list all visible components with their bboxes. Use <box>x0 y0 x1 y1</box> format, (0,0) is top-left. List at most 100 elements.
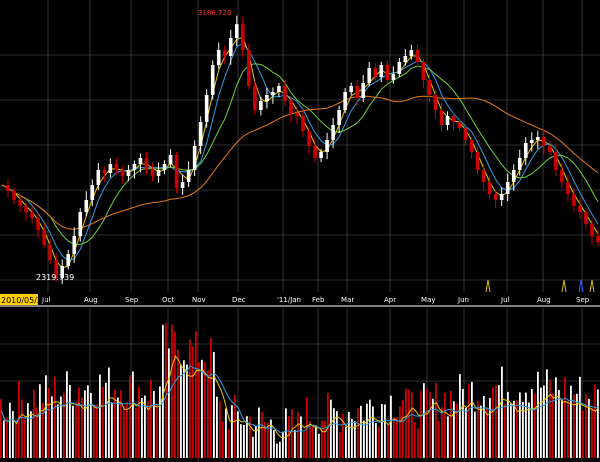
candle-body <box>331 125 335 140</box>
candle-body <box>253 86 257 110</box>
signal-marker <box>485 279 491 293</box>
x-tick-label: Feb <box>312 296 325 304</box>
volume-bar <box>540 387 542 458</box>
candle-body <box>542 137 546 146</box>
volume-bar <box>573 394 575 458</box>
candle-body <box>529 140 534 143</box>
signal-marker <box>561 279 567 293</box>
candle-body <box>60 266 65 278</box>
candle-body <box>192 146 197 170</box>
candle-body <box>463 128 468 140</box>
candle-body <box>349 86 353 92</box>
candle-body <box>6 185 10 191</box>
volume-bar <box>3 420 5 458</box>
volume-bar <box>135 408 137 458</box>
volume-bar <box>483 396 485 458</box>
volume-bar <box>162 324 164 458</box>
volume-bar <box>252 436 254 458</box>
volume-bar <box>354 421 356 458</box>
candle-body <box>325 140 329 152</box>
volume-bar <box>591 408 593 458</box>
volume-bar <box>21 399 23 458</box>
volume-bar <box>315 425 317 458</box>
volume-bar <box>486 407 488 458</box>
volume-bars <box>0 322 599 458</box>
volume-bar <box>549 379 551 458</box>
candle-body <box>475 152 480 170</box>
volume-bar <box>411 392 413 458</box>
candle-body <box>96 170 101 185</box>
volume-bar <box>24 419 26 458</box>
volume-bar <box>552 393 554 458</box>
candle-body <box>156 170 161 176</box>
candle-body <box>566 182 570 194</box>
candle-body <box>228 38 233 56</box>
candle-body <box>367 68 372 83</box>
volume-bar <box>63 392 65 458</box>
volume-bar <box>384 404 386 458</box>
volume-bar <box>372 406 374 458</box>
candle-body <box>247 50 251 86</box>
volume-bar <box>108 367 110 458</box>
volume-bar <box>258 407 260 458</box>
start-date-label: 2010/05/21 <box>1 296 47 305</box>
candle-body <box>90 185 95 200</box>
volume-bar <box>147 401 149 458</box>
candle-body <box>554 152 558 170</box>
high-price-label: 3186.720 <box>198 9 231 17</box>
volume-bar <box>501 366 503 458</box>
volume-bar <box>36 407 38 458</box>
volume-bar <box>342 413 344 458</box>
volume-bar <box>324 420 326 458</box>
candle-body <box>535 137 540 140</box>
volume-bar <box>198 362 200 458</box>
x-axis-tick-labels: Jul Aug Sep Oct Nov Dec '11/Jan Feb Mar Apr May Jun… <box>41 296 590 304</box>
volume-bar <box>435 382 437 458</box>
volume-bar <box>318 433 320 458</box>
volume-bar <box>171 324 173 458</box>
volume-bar <box>219 401 221 458</box>
volume-bar <box>423 383 425 458</box>
volume-bar <box>507 391 509 458</box>
candle-body <box>409 50 414 56</box>
volume-average-line <box>1 354 599 439</box>
volume-bar <box>237 411 239 458</box>
volume-bar <box>168 348 170 458</box>
volume-bar <box>510 403 512 458</box>
candle-body <box>150 170 155 176</box>
x-tick-label: '11/Jan <box>277 296 301 304</box>
candle-body <box>548 146 552 152</box>
candle-body <box>343 92 347 110</box>
candle-body <box>144 158 149 170</box>
volume-bar <box>249 416 251 458</box>
volume-bar <box>429 391 431 458</box>
candle-body <box>445 116 450 125</box>
volume-bar <box>201 359 203 458</box>
candle-body <box>234 24 239 38</box>
volume-bar <box>138 386 140 458</box>
candle-body <box>126 170 131 176</box>
volume-bar <box>351 419 353 458</box>
candle-body <box>12 191 16 200</box>
volume-bar <box>309 421 311 458</box>
volume-bar <box>111 402 113 458</box>
volume-bar <box>576 393 578 458</box>
candle-body <box>403 56 408 62</box>
candle-body <box>505 182 510 194</box>
moving-average-lines <box>1 36 599 269</box>
candle-body <box>572 194 576 206</box>
volume-bar <box>567 400 569 458</box>
volume-bar <box>273 430 275 458</box>
volume-bar <box>231 405 233 458</box>
volume-bar <box>543 385 545 458</box>
volume-bar <box>297 412 299 458</box>
volume-bar <box>390 395 392 458</box>
volume-bar <box>54 376 56 458</box>
volume-bar <box>42 402 44 458</box>
volume-bar <box>150 379 152 458</box>
volume-bar <box>99 374 101 458</box>
volume-bar <box>165 322 167 458</box>
volume-bar <box>474 411 476 458</box>
volume-bar <box>519 392 521 458</box>
candlesticks <box>6 15 600 284</box>
